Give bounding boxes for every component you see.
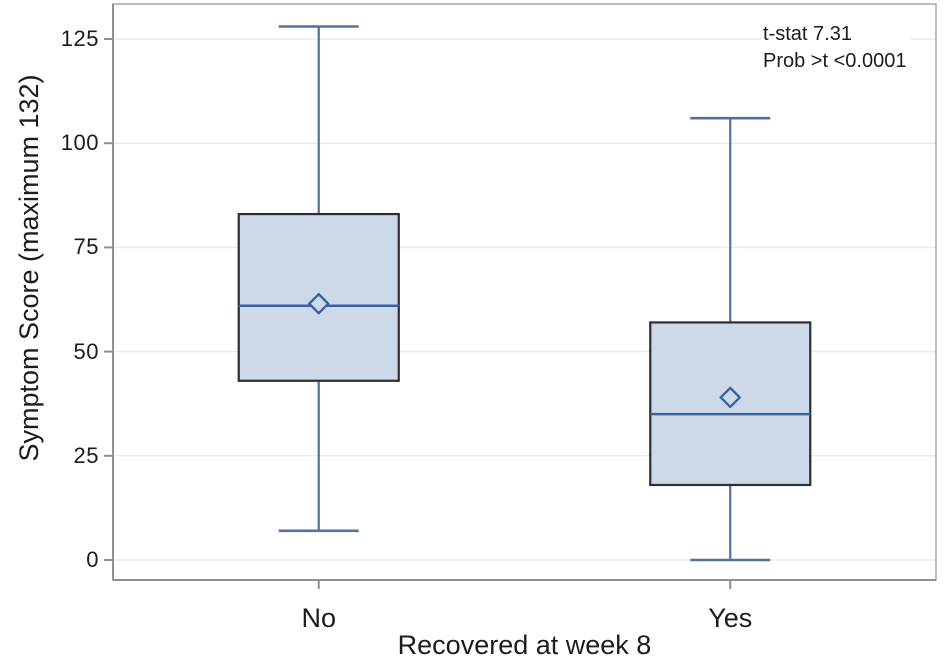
y-tick-label-100: 100 xyxy=(60,130,99,156)
y-tick-label-25: 25 xyxy=(73,442,99,468)
plot-border xyxy=(112,3,937,581)
mean-diamond-yes xyxy=(719,386,741,409)
category-label-no: No xyxy=(301,603,336,633)
p-value-text: Prob >t <0.0001 xyxy=(763,50,907,72)
y-tick-label-125: 125 xyxy=(60,26,99,51)
y-tick-label-75: 75 xyxy=(73,234,99,260)
stats-annotation: t-stat 7.31 Prob >t <0.0001 xyxy=(761,21,911,77)
category-label-yes: Yes xyxy=(708,603,753,633)
y-tick-label-50: 50 xyxy=(73,338,99,364)
t-stat-text: t-stat 7.31 xyxy=(763,23,852,45)
x-axis-title: Recovered at week 8 xyxy=(397,630,652,660)
mean-diamond-no xyxy=(308,292,330,315)
y-tick-label-0: 0 xyxy=(86,547,99,572)
